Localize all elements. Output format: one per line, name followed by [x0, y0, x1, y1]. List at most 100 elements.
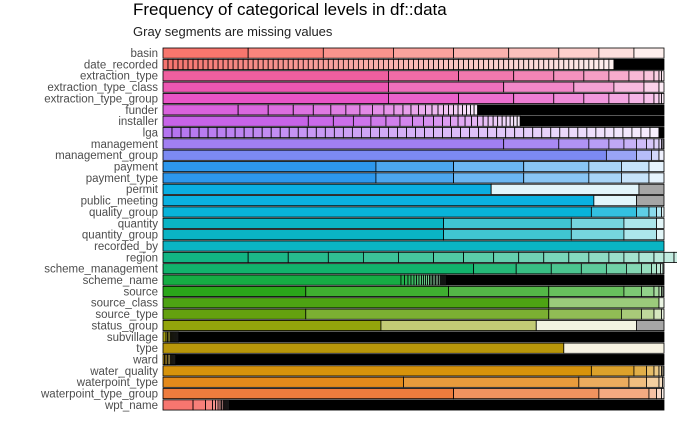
bar-segment	[222, 58, 229, 70]
bar-segment	[443, 58, 449, 70]
bar-segment	[505, 127, 516, 139]
bar-segment	[595, 127, 606, 139]
y-tick-label: waterpoint_type	[76, 377, 158, 389]
bar-segment	[503, 81, 575, 93]
bar-segment	[662, 138, 665, 150]
bar-segment	[633, 365, 647, 377]
bar-segment	[515, 263, 552, 275]
bar-segment	[464, 115, 473, 127]
bar-segment	[641, 308, 655, 320]
bar-segment	[372, 104, 385, 116]
bar-segment	[242, 58, 249, 70]
bar-segment	[628, 70, 645, 82]
bar-segment	[513, 115, 518, 127]
bar-segment	[410, 274, 415, 286]
bar-segment	[583, 70, 610, 82]
bar-segment	[623, 251, 640, 263]
bar-segment	[580, 263, 607, 275]
bar-segment	[548, 285, 625, 297]
bar-segment	[383, 104, 395, 116]
y-tick-label: extraction_type_class	[47, 82, 158, 94]
bar-segment	[470, 104, 475, 116]
bar-segment	[653, 93, 660, 105]
bar-segment	[162, 251, 249, 263]
bar-segment	[162, 195, 595, 207]
bar-segment	[458, 70, 515, 82]
bar-segment	[448, 104, 454, 116]
bar-segment	[651, 263, 657, 275]
bar-segment	[588, 172, 622, 184]
bar-segment	[368, 58, 374, 70]
bar-segment	[198, 127, 209, 139]
bar-segment	[359, 104, 373, 116]
bar-segment	[643, 93, 655, 105]
bar-segment	[171, 127, 182, 139]
bar-segment	[453, 104, 459, 116]
y-tick-label: wpt_name	[104, 400, 158, 412]
bar-segment	[379, 127, 389, 139]
y-tick-label: type	[136, 343, 158, 355]
bar-segment	[508, 47, 560, 59]
bar-segment	[212, 58, 219, 70]
bar-segment	[658, 376, 663, 388]
other-levels-segment	[445, 274, 665, 286]
bar-segment	[598, 388, 650, 400]
bar-segment	[588, 138, 610, 150]
bar-segment	[623, 229, 657, 241]
bar-segment	[471, 115, 479, 127]
bar-segment	[523, 161, 590, 173]
bar-segment	[443, 229, 572, 241]
bar-segment	[613, 127, 624, 139]
bar-segment	[162, 127, 173, 139]
bar-segment	[162, 93, 389, 105]
bar-segment	[598, 58, 605, 70]
bar-segment	[469, 127, 480, 139]
bar-segment	[649, 127, 660, 139]
bar-segment	[658, 81, 665, 93]
bar-segment	[162, 365, 592, 377]
bar-segment	[578, 376, 630, 388]
bar-segment	[626, 263, 642, 275]
bar-segment	[478, 58, 485, 70]
bar-segment	[573, 81, 615, 93]
bar-segment	[648, 161, 665, 173]
bar-segment	[351, 127, 362, 139]
bar-segment	[162, 319, 382, 331]
bar-segment	[385, 115, 401, 127]
bar-segment	[162, 149, 607, 161]
bar-segment	[468, 58, 475, 70]
bar-segment	[312, 58, 319, 70]
bar-segment	[588, 161, 622, 173]
bar-segment	[590, 365, 635, 377]
bar-segment	[568, 251, 590, 263]
bar-segment	[646, 376, 660, 388]
bar-segment	[488, 58, 495, 70]
bar-segment	[558, 47, 600, 59]
bar-segment	[162, 342, 565, 354]
bar-segment	[553, 58, 560, 70]
bar-segment	[662, 376, 665, 388]
bar-segment	[267, 58, 274, 70]
bar-segment	[653, 251, 665, 263]
bar-segment	[503, 138, 560, 150]
bar-segment	[573, 58, 580, 70]
bar-segment	[548, 58, 555, 70]
y-tick-label: region	[126, 252, 158, 264]
y-tick-label: management_group	[55, 150, 158, 162]
bar-segment	[538, 58, 545, 70]
bar-segment	[621, 172, 650, 184]
y-tick-label: funder	[125, 105, 158, 117]
bar-segment	[247, 251, 289, 263]
y-tick-label: payment	[114, 162, 159, 174]
bar-segment	[243, 127, 254, 139]
bar-segment	[466, 104, 472, 116]
bar-segment	[578, 58, 585, 70]
bar-segment	[438, 58, 444, 70]
bar-segment	[658, 149, 665, 161]
bar-segment	[483, 58, 490, 70]
bar-segment	[570, 217, 625, 229]
bar-segment	[408, 58, 414, 70]
y-tick-label: management	[91, 139, 159, 151]
bar-segment	[162, 115, 309, 127]
